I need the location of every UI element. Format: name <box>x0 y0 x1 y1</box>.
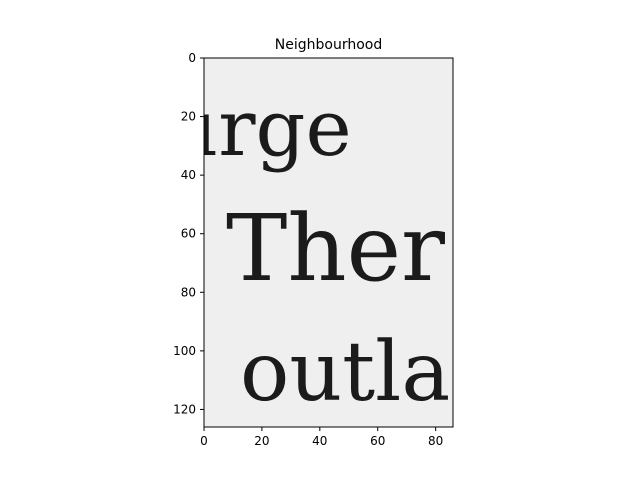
y-axis: 0 20 40 60 80 100 120 <box>173 51 204 416</box>
y-tick-label: 40 <box>181 168 196 182</box>
x-axis: 0 20 40 60 80 <box>200 427 443 448</box>
y-tick-label: 120 <box>173 402 196 416</box>
x-tick-label: 60 <box>370 434 385 448</box>
y-tick-label: 0 <box>188 51 196 65</box>
x-tick-label: 40 <box>312 434 327 448</box>
y-tick-label: 60 <box>181 227 196 241</box>
y-tick-label: 80 <box>181 285 196 299</box>
y-tick-label: 20 <box>181 110 196 124</box>
y-tick-label: 100 <box>173 344 196 358</box>
x-tick-label: 20 <box>254 434 269 448</box>
image-text-line-2: Ther <box>226 195 445 302</box>
image-panel: urge Ther outla <box>168 57 454 428</box>
x-tick-label: 0 <box>200 434 208 448</box>
axes-frame <box>203 57 454 428</box>
x-tick-label: 80 <box>428 434 443 448</box>
figure-title: Neighbourhood <box>275 37 382 53</box>
image-text-line-3: outla <box>240 325 450 420</box>
image-text-line-1: urge <box>168 84 352 174</box>
image-background <box>204 58 453 427</box>
